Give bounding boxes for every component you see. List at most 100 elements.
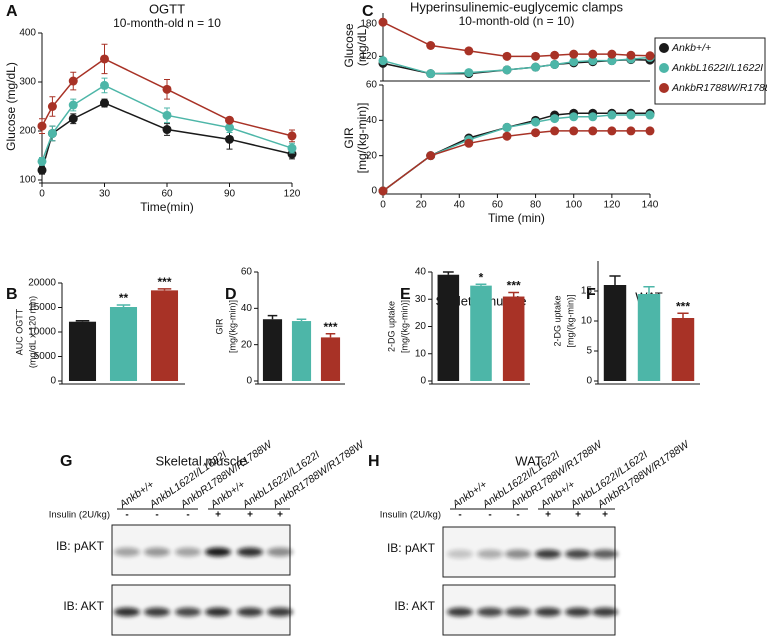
data-point	[645, 110, 655, 120]
data-point	[37, 121, 47, 131]
data-point	[47, 102, 57, 111]
data-point	[607, 126, 617, 136]
blot-band	[592, 607, 618, 617]
panel-label: B	[6, 286, 18, 303]
data-point	[378, 56, 388, 66]
data-point	[626, 110, 636, 120]
treatment-sign: +	[247, 510, 253, 521]
treatment-sign: +	[602, 510, 608, 521]
y-axis-label: [mg/(kg-min)]	[399, 300, 409, 353]
error-bar	[267, 314, 278, 320]
data-point	[502, 65, 512, 75]
data-point	[588, 126, 598, 136]
blot-band	[114, 607, 140, 617]
data-point	[68, 76, 78, 86]
data-point	[464, 68, 474, 78]
significance-label: **	[119, 291, 129, 305]
blot-band	[535, 549, 561, 559]
treatment-sign: +	[575, 510, 581, 521]
y-tick-label: 200	[19, 126, 36, 137]
data-point	[550, 59, 560, 69]
panel-label: F	[586, 286, 596, 303]
data-point	[502, 122, 512, 132]
data-point	[47, 128, 57, 138]
y-tick-label: 120	[360, 51, 377, 62]
chart-subtitle: 10-month-old (n = 10)	[459, 14, 575, 28]
y-tick-label: 30	[415, 294, 427, 305]
data-point	[68, 100, 78, 110]
legend-label: AnkbL1622I/L1622I	[671, 62, 763, 74]
data-point	[225, 134, 234, 144]
x-tick-label: 90	[224, 189, 236, 200]
data-point	[569, 126, 579, 136]
data-point	[607, 56, 617, 66]
bar	[320, 337, 341, 381]
blot-band	[447, 607, 473, 617]
data-point	[162, 84, 172, 94]
y-axis-label: 2-DG uptake	[552, 295, 562, 346]
data-point	[100, 54, 109, 64]
significance-label: ***	[323, 320, 337, 334]
bar	[109, 307, 138, 381]
blot-band	[447, 549, 473, 559]
blot-band	[565, 607, 591, 617]
x-tick-label: 120	[604, 200, 621, 211]
y-tick-label: 15000	[28, 302, 56, 313]
panel-label: G	[60, 453, 72, 470]
treatment-sign: -	[516, 510, 519, 521]
data-point	[464, 46, 474, 56]
blot-band	[565, 549, 591, 559]
y-tick-label: 100	[19, 175, 36, 186]
error-bar	[643, 286, 655, 294]
error-bar	[677, 312, 689, 318]
bar	[291, 321, 312, 381]
data-point	[531, 62, 541, 72]
blot-band	[477, 549, 503, 559]
treatment-sign: -	[458, 510, 461, 521]
data-point	[426, 151, 436, 161]
data-point	[645, 126, 655, 136]
y-tick-label: 20000	[28, 278, 56, 289]
treatment-sign: +	[277, 510, 283, 521]
legend-label: AnkbR1788W/R1788W	[671, 82, 767, 94]
data-point	[225, 115, 234, 125]
data-point	[626, 126, 636, 136]
y-tick-label: 60	[366, 80, 378, 91]
x-tick-label: 140	[642, 200, 659, 211]
panel-label: C	[362, 3, 374, 20]
y-tick-label: 20	[366, 150, 378, 161]
data-point	[100, 98, 109, 108]
blot-band	[114, 547, 140, 557]
blot-title: WAT	[515, 453, 542, 468]
legend-box	[654, 37, 766, 105]
y-tick-label: 10	[581, 316, 593, 327]
y-tick-label: 0	[371, 186, 377, 197]
blot-band	[267, 547, 293, 557]
chart-title: OGTT	[149, 1, 185, 16]
blot-frame	[111, 584, 291, 636]
blot-band	[535, 607, 561, 617]
data-point	[502, 51, 512, 61]
blot-band	[267, 607, 293, 617]
treatment-sign: +	[545, 510, 551, 521]
y-tick-label: 5000	[34, 351, 57, 362]
data-point	[550, 114, 560, 124]
y-axis-label: Glucose (mg/dL)	[4, 62, 18, 151]
panel-label: A	[6, 3, 18, 20]
data-point	[378, 186, 388, 196]
y-axis-label: GIR	[214, 318, 224, 335]
chart-subtitle: 10-month-old n = 10	[113, 16, 221, 30]
blot-band	[205, 547, 231, 557]
treatment-label: Insulin (2U/kg)	[49, 510, 110, 521]
y-axis-label: [mg/(kg-min)]	[227, 300, 237, 353]
data-point	[569, 57, 579, 67]
blot-band	[477, 607, 503, 617]
treatment-sign: -	[125, 510, 128, 521]
y-axis-label: AUC OGTT	[14, 308, 24, 355]
y-tick-label: 40	[366, 115, 378, 126]
treatment-sign: -	[155, 510, 158, 521]
y-tick-label: 10000	[28, 327, 56, 338]
data-point	[588, 112, 598, 122]
data-point	[37, 165, 47, 175]
